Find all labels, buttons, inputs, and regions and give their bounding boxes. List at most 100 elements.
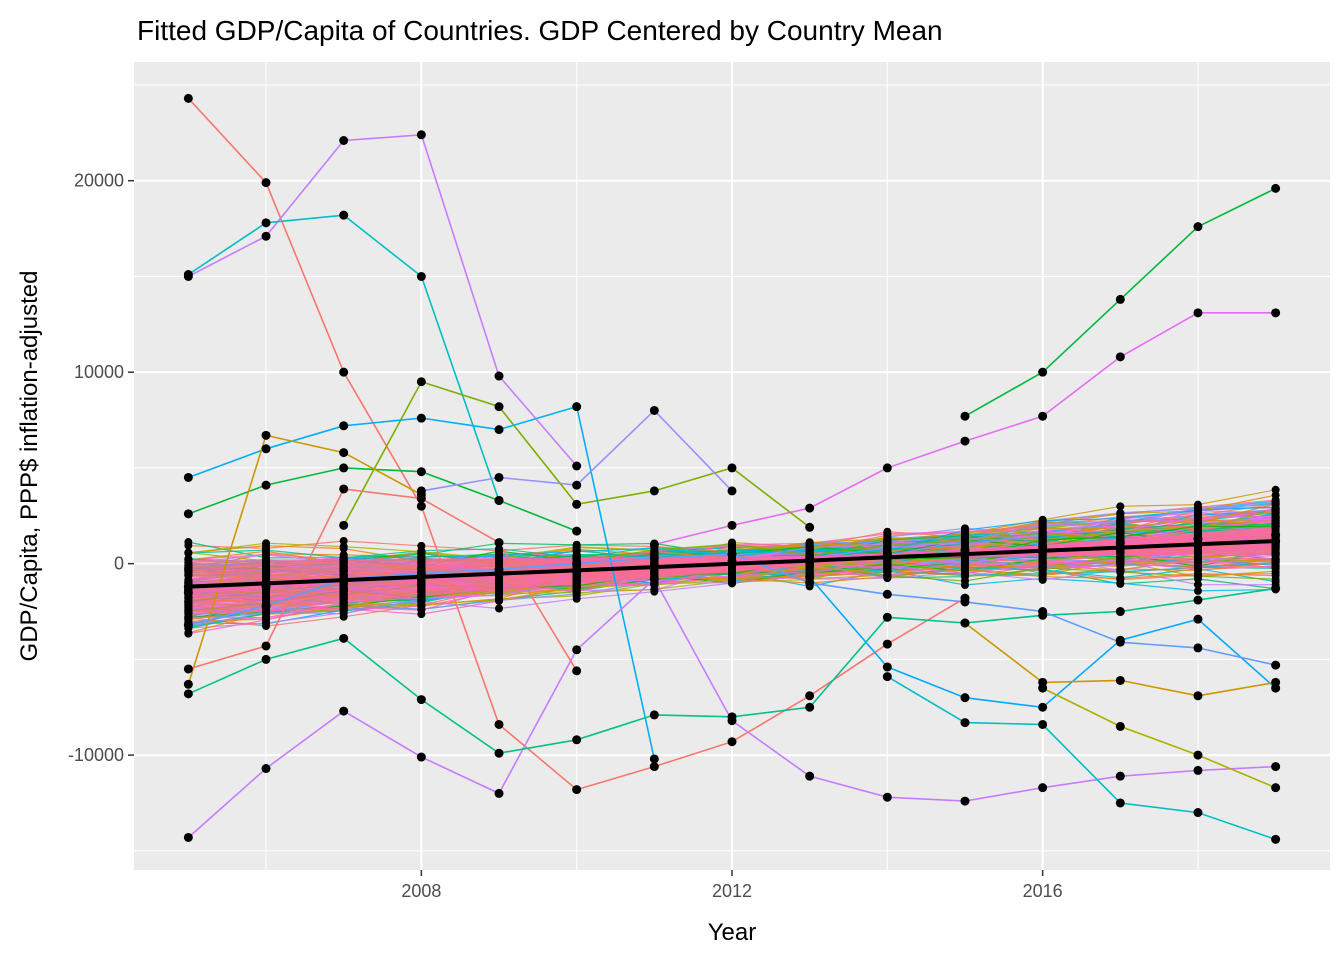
data-point xyxy=(1115,798,1125,808)
data-point xyxy=(1116,567,1125,576)
data-point xyxy=(416,467,426,477)
data-point xyxy=(183,270,193,280)
data-point xyxy=(1271,491,1280,500)
data-point xyxy=(416,413,426,423)
data-point xyxy=(417,549,426,558)
data-point xyxy=(1271,522,1280,531)
data-point xyxy=(183,509,193,519)
data-point xyxy=(339,136,349,146)
data-point xyxy=(649,754,659,764)
data-point xyxy=(1038,411,1048,421)
mean-trend-line xyxy=(188,539,1276,589)
data-point xyxy=(882,589,892,599)
data-point xyxy=(1116,574,1125,583)
data-point xyxy=(1271,677,1281,687)
data-point xyxy=(339,421,349,431)
data-point xyxy=(1115,294,1125,304)
series-line xyxy=(188,488,578,672)
data-point xyxy=(728,569,736,578)
data-point xyxy=(184,549,193,558)
data-point xyxy=(1038,528,1047,537)
data-point xyxy=(339,558,348,567)
data-point xyxy=(727,486,737,496)
data-point xyxy=(1271,549,1280,558)
data-point xyxy=(1116,515,1125,524)
data-point xyxy=(649,553,659,563)
axis-ticks xyxy=(128,179,1044,876)
data-point xyxy=(960,618,970,628)
data-point xyxy=(183,679,193,689)
data-point xyxy=(261,430,271,440)
data-point xyxy=(572,645,582,655)
data-point xyxy=(494,538,504,548)
data-point xyxy=(727,712,737,722)
data-point xyxy=(1193,586,1202,595)
data-point xyxy=(1038,683,1048,693)
data-point xyxy=(183,832,193,842)
data-point xyxy=(261,480,271,490)
data-point xyxy=(1115,637,1125,647)
data-point xyxy=(727,549,737,559)
data-point xyxy=(1116,557,1125,566)
data-point xyxy=(494,472,504,482)
data-point xyxy=(494,402,504,412)
data-point xyxy=(261,444,271,454)
data-point xyxy=(261,218,271,228)
data-point xyxy=(960,718,970,728)
data-point xyxy=(494,425,504,435)
data-point xyxy=(1038,564,1047,573)
data-point xyxy=(261,178,271,188)
x-tick-label: 2016 xyxy=(1023,881,1063,901)
data-point xyxy=(1193,595,1203,605)
data-point xyxy=(1193,765,1203,775)
data-point xyxy=(1193,691,1203,701)
data-point xyxy=(1038,783,1048,793)
y-tick-label: -10000 xyxy=(68,745,124,765)
data-point xyxy=(339,609,348,618)
data-point xyxy=(339,448,349,458)
data-point xyxy=(727,520,737,530)
data-point xyxy=(1271,584,1281,594)
data-point xyxy=(883,541,892,550)
data-point xyxy=(1038,535,1047,544)
data-points xyxy=(183,93,1281,844)
data-point xyxy=(183,664,193,674)
data-point xyxy=(1193,750,1203,760)
data-point xyxy=(495,583,504,592)
data-point xyxy=(1271,783,1281,793)
data-point xyxy=(339,536,348,545)
data-point xyxy=(572,547,581,556)
data-point xyxy=(883,527,892,536)
data-point xyxy=(416,130,426,140)
data-point xyxy=(1271,498,1280,507)
data-point xyxy=(649,574,659,584)
data-point xyxy=(261,764,271,774)
x-tick-label: 2008 xyxy=(401,881,441,901)
data-point xyxy=(805,522,815,532)
data-point xyxy=(1115,721,1125,731)
data-point xyxy=(339,706,349,716)
data-point xyxy=(1193,614,1203,624)
data-point xyxy=(960,411,970,421)
data-point xyxy=(1038,719,1048,729)
data-point xyxy=(262,561,271,570)
data-point xyxy=(495,551,504,560)
data-point xyxy=(805,543,814,552)
data-point xyxy=(494,788,504,798)
data-point xyxy=(262,572,271,581)
data-point xyxy=(649,710,659,720)
data-point xyxy=(805,578,815,588)
data-point xyxy=(339,542,348,551)
data-point xyxy=(882,662,892,672)
data-point xyxy=(494,371,504,381)
data-point xyxy=(1271,308,1281,318)
data-point xyxy=(960,693,970,703)
data-point xyxy=(339,210,349,220)
data-point xyxy=(339,367,349,377)
data-point xyxy=(572,480,582,490)
data-point xyxy=(1271,834,1281,844)
data-point xyxy=(882,612,892,622)
y-tick-label: 0 xyxy=(114,554,124,574)
data-point xyxy=(649,486,659,496)
